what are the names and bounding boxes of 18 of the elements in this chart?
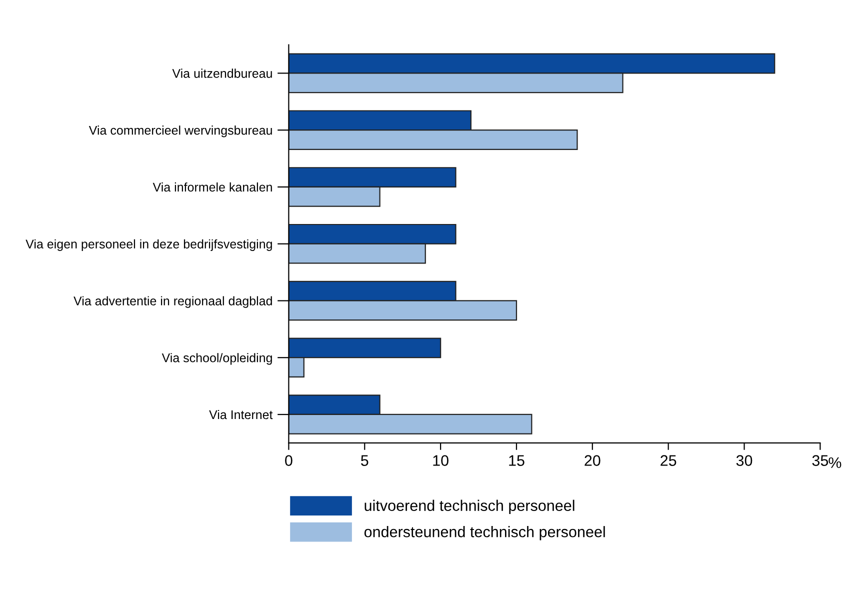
- x-tick-label: 5: [361, 455, 368, 466]
- legend-label: ondersteunend technisch personeel: [364, 526, 605, 540]
- y-tick-label: Via eigen personeel in deze bedrijfsvestiging: [26, 239, 272, 251]
- y-tick-label: Via school/opleiding: [162, 353, 272, 365]
- x-tick-label: 20: [584, 455, 600, 466]
- x-axis-title: %: [828, 457, 842, 468]
- x-tick-label: 35: [812, 455, 828, 466]
- x-tick-label: 25: [660, 455, 676, 466]
- y-tick-label: Via uitzendbureau: [172, 68, 272, 78]
- x-tick-label: 15: [509, 455, 524, 466]
- y-tick-label: Via advertentie in regionaal dagblad: [74, 296, 272, 308]
- y-tick-label: Via commercieel wervingsbureau: [88, 126, 272, 138]
- x-tick-label: 0: [285, 455, 292, 466]
- x-tick-label: 30: [736, 455, 752, 466]
- y-tick-label: Via informele kanalen: [152, 182, 272, 192]
- legend-label: uitvoerend technisch personeel: [364, 500, 574, 514]
- x-tick-label: 10: [433, 455, 448, 466]
- y-tick-label: Via Internet: [209, 410, 273, 420]
